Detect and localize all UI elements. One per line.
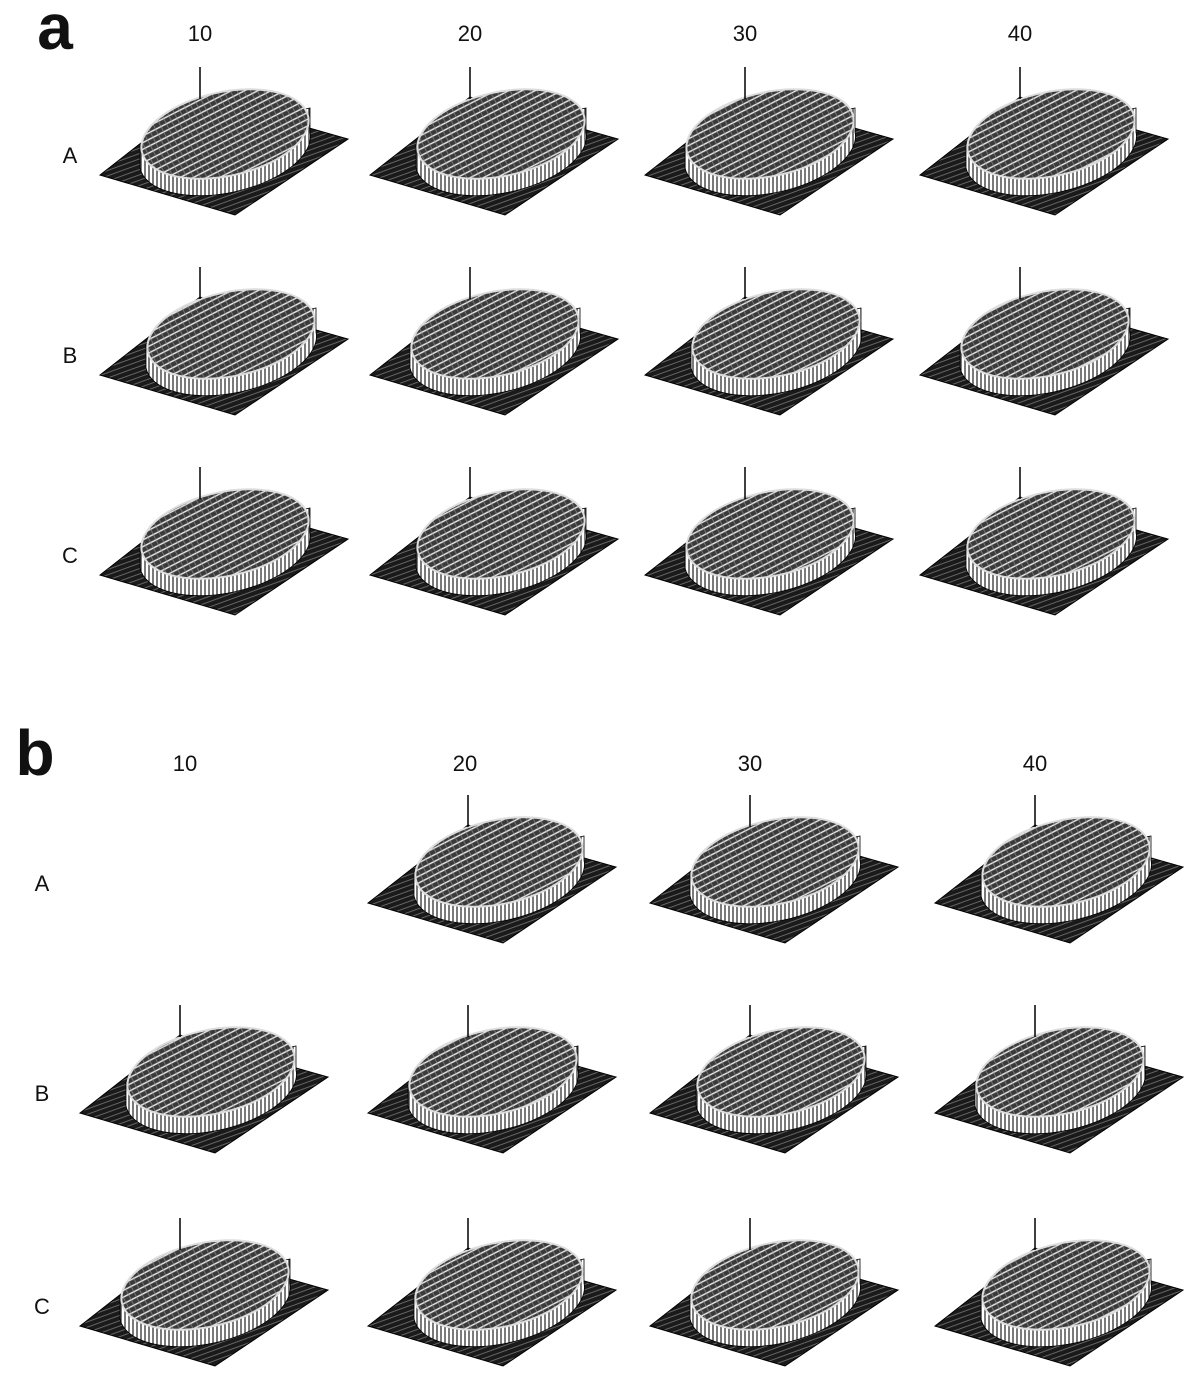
surface-plot xyxy=(80,1005,328,1153)
row-label: B xyxy=(35,1081,50,1106)
surface-plot xyxy=(650,1005,898,1153)
row-label: A xyxy=(35,871,50,896)
panel-label: a xyxy=(37,0,73,63)
column-label: 10 xyxy=(188,21,212,46)
surface-plot xyxy=(650,1218,898,1366)
column-label: 20 xyxy=(458,21,482,46)
figure-content: a 10 20 30 40 A B Cb 10 20 30 40 A B C xyxy=(15,0,1183,1366)
surface-plot xyxy=(645,467,893,615)
figure: a 10 20 30 40 A B Cb 10 20 30 40 A B C xyxy=(0,0,1199,1383)
surface-plot xyxy=(370,467,618,615)
surface-plot xyxy=(370,67,618,215)
surface-plot xyxy=(920,67,1168,215)
surface-plot xyxy=(100,67,348,215)
panel-label: b xyxy=(15,717,54,789)
column-label: 20 xyxy=(453,751,477,776)
surface-plot xyxy=(920,467,1168,615)
row-label: A xyxy=(63,143,78,168)
surface-plot xyxy=(645,267,893,415)
surface-plot xyxy=(645,67,893,215)
surface-plot xyxy=(368,1005,616,1153)
row-label: B xyxy=(63,343,78,368)
column-label: 10 xyxy=(173,751,197,776)
surface-plot xyxy=(368,795,616,943)
surface-plot xyxy=(935,795,1183,943)
surface-plot xyxy=(80,1218,328,1366)
column-label: 30 xyxy=(738,751,762,776)
surface-plot xyxy=(920,267,1168,415)
surface-plot xyxy=(650,795,898,943)
row-label: C xyxy=(34,1294,50,1319)
row-label: C xyxy=(62,543,78,568)
column-label: 30 xyxy=(733,21,757,46)
surface-plot xyxy=(368,1218,616,1366)
surface-plot xyxy=(100,467,348,615)
surface-plot xyxy=(935,1005,1183,1153)
surface-plot xyxy=(370,267,618,415)
column-label: 40 xyxy=(1023,751,1047,776)
column-label: 40 xyxy=(1008,21,1032,46)
surface-plot xyxy=(100,267,348,415)
surface-plot xyxy=(935,1218,1183,1366)
